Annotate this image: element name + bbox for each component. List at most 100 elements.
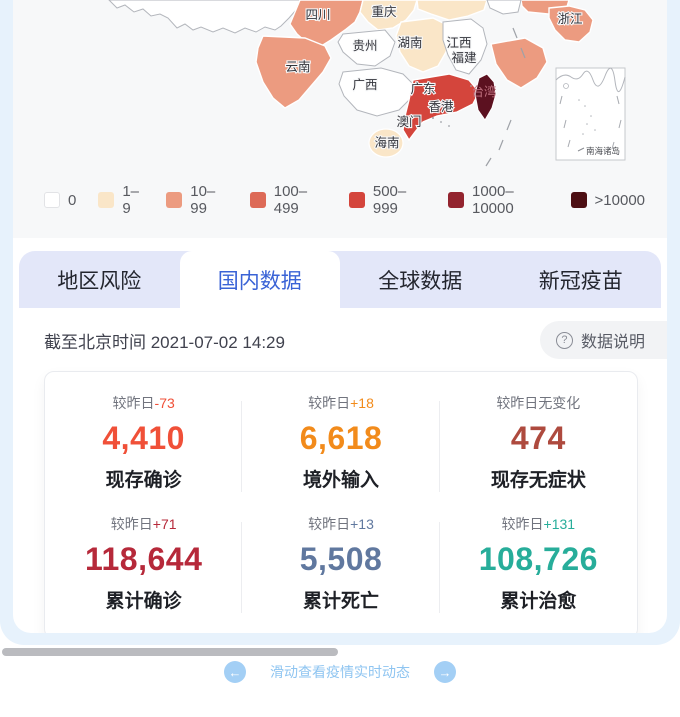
province-label: 澳门 xyxy=(396,114,421,129)
legend-label: 100–499 xyxy=(273,183,308,217)
province-shape[interactable] xyxy=(359,0,418,31)
data-note-label: 数据说明 xyxy=(580,334,645,351)
data-timestamp: 截至北京时间 2021-07-02 14:29 xyxy=(44,332,285,352)
stat-total-deaths: 较昨日+13 5,508 累计死亡 xyxy=(242,514,440,613)
south-china-sea-inset: 南海诸岛 xyxy=(555,67,626,161)
province-label: 香港 xyxy=(428,100,454,114)
epidemic-card: 四川 重庆 浙江 湖南 江西 贵州 福建 云南 广西 广东 香港 澳门 海南 台… xyxy=(13,0,667,633)
stat-value: 118,644 xyxy=(84,541,203,577)
map-legend: 0 1–9 10–99 100–499 500–999 xyxy=(13,175,667,217)
legend-item: 0 xyxy=(44,192,76,209)
legend-label: 10–99 xyxy=(190,183,216,217)
legend-swatch xyxy=(98,192,115,208)
legend-label: 1000–10000 xyxy=(471,183,514,217)
stat-asymptomatic: 较昨日无变化 474 现存无症状 xyxy=(440,393,637,492)
stat-value: 474 xyxy=(510,420,566,456)
legend-item: 1–9 xyxy=(98,183,144,217)
province-label: 贵州 xyxy=(352,39,377,53)
province-label: 四川 xyxy=(305,8,330,22)
stat-value: 6,618 xyxy=(299,420,383,456)
stat-value: 4,410 xyxy=(102,420,185,456)
horizontal-scrollbar[interactable] xyxy=(2,648,338,656)
legend-item: 1000–10000 xyxy=(447,183,549,217)
tab-bar: 地区风险 国内数据 全球数据 新冠疫苗 xyxy=(19,251,661,308)
sea-dash-lines xyxy=(485,27,526,167)
legend-item: >10000 xyxy=(570,191,646,209)
question-icon: ? xyxy=(555,331,573,349)
province-label: 江西 xyxy=(446,36,471,50)
swipe-hint-text: 滑动查看疫情实时动态 xyxy=(270,664,410,680)
data-note-button[interactable]: ? 数据说明 xyxy=(539,321,667,359)
stat-value: 108,726 xyxy=(478,541,598,577)
stat-name: 累计确诊 xyxy=(105,591,182,612)
tab-region-risk[interactable]: 地区风险 xyxy=(57,269,142,293)
province-shape[interactable] xyxy=(338,67,414,117)
stat-delta: 较昨日无变化 xyxy=(496,395,581,411)
stat-name: 境外输入 xyxy=(302,470,379,491)
china-map[interactable]: 四川 重庆 浙江 湖南 江西 贵州 福建 云南 广西 广东 香港 澳门 海南 台… xyxy=(13,0,667,175)
prev-arrow-button[interactable]: ← xyxy=(224,661,246,683)
legend-swatch xyxy=(166,192,183,208)
province-label: 台湾 xyxy=(471,84,496,99)
province-shape[interactable] xyxy=(255,35,332,109)
tab-domestic-data[interactable]: 国内数据 xyxy=(179,251,340,308)
right-arrow-icon: → xyxy=(438,664,452,680)
legend-item: 100–499 xyxy=(249,183,327,217)
province-shape[interactable] xyxy=(416,0,488,21)
province-shape[interactable] xyxy=(486,0,522,15)
legend-label: 1–9 xyxy=(122,183,140,217)
stat-total-confirmed: 较昨日+71 118,644 累计确诊 xyxy=(45,514,243,613)
inset-label: 南海诸岛 xyxy=(586,146,620,156)
swipe-hint-row: ← 滑动查看疫情实时动态 → xyxy=(0,661,680,683)
province-shape[interactable] xyxy=(108,0,301,34)
legend-item: 10–99 xyxy=(166,183,228,217)
legend-swatch xyxy=(447,192,464,208)
meta-row: 截至北京时间 2021-07-02 14:29 ? 数据说明 xyxy=(13,308,667,369)
epidemic-panel: 四川 重庆 浙江 湖南 江西 贵州 福建 云南 广西 广东 香港 澳门 海南 台… xyxy=(0,0,680,645)
province-shape[interactable] xyxy=(368,128,404,158)
stat-name: 现存确诊 xyxy=(105,470,182,491)
province-shape[interactable] xyxy=(395,17,451,73)
stat-name: 现存无症状 xyxy=(490,470,586,491)
province-shape[interactable] xyxy=(402,73,480,142)
province-label: 广东 xyxy=(410,82,435,96)
legend-swatch xyxy=(570,192,587,208)
province-label: 海南 xyxy=(374,135,399,150)
stat-total-cured: 较昨日+131 108,726 累计治愈 xyxy=(440,514,637,613)
province-label: 湖南 xyxy=(397,35,422,50)
province-shape[interactable] xyxy=(490,37,548,89)
legend-label: 0 xyxy=(68,191,77,209)
next-arrow-button[interactable]: → xyxy=(434,661,456,683)
province-label: 重庆 xyxy=(371,4,397,19)
china-map-section: 四川 重庆 浙江 湖南 江西 贵州 福建 云南 广西 广东 香港 澳门 海南 台… xyxy=(13,0,667,238)
province-shape[interactable] xyxy=(442,18,488,75)
stat-delta: 较昨日+131 xyxy=(501,516,576,532)
province-label: 云南 xyxy=(285,59,310,74)
legend-label: >10000 xyxy=(594,191,646,209)
stat-delta: 较昨日+18 xyxy=(308,395,374,411)
domestic-stats-box: 较昨日-73 4,410 现存确诊 较昨日+18 6,618 境外输入 较昨日无… xyxy=(44,371,638,633)
province-shape[interactable] xyxy=(337,29,396,67)
legend-label: 500–999 xyxy=(372,183,407,217)
province-label: 福建 xyxy=(451,50,477,65)
stat-name: 累计死亡 xyxy=(302,591,379,612)
legend-item: 500–999 xyxy=(348,183,426,217)
stat-delta: 较昨日+71 xyxy=(110,516,177,532)
province-label: 广西 xyxy=(352,78,377,92)
stat-name: 累计治愈 xyxy=(500,591,577,612)
stat-current-confirmed: 较昨日-73 4,410 现存确诊 xyxy=(45,393,243,492)
province-shape[interactable] xyxy=(548,5,594,43)
legend-swatch xyxy=(44,192,60,208)
legend-swatch xyxy=(249,192,266,208)
province-shape[interactable] xyxy=(474,73,497,121)
stat-value: 5,508 xyxy=(299,541,383,577)
tab-vaccine[interactable]: 新冠疫苗 xyxy=(538,269,623,293)
left-arrow-icon: ← xyxy=(228,664,242,680)
legend-swatch xyxy=(348,192,365,208)
province-label: 浙江 xyxy=(557,11,582,26)
stat-imported: 较昨日+18 6,618 境外输入 xyxy=(242,393,440,492)
stat-delta: 较昨日-73 xyxy=(112,395,175,411)
stat-delta: 较昨日+13 xyxy=(308,516,374,532)
tab-global-data[interactable]: 全球数据 xyxy=(378,269,463,293)
island-dots xyxy=(432,85,472,127)
